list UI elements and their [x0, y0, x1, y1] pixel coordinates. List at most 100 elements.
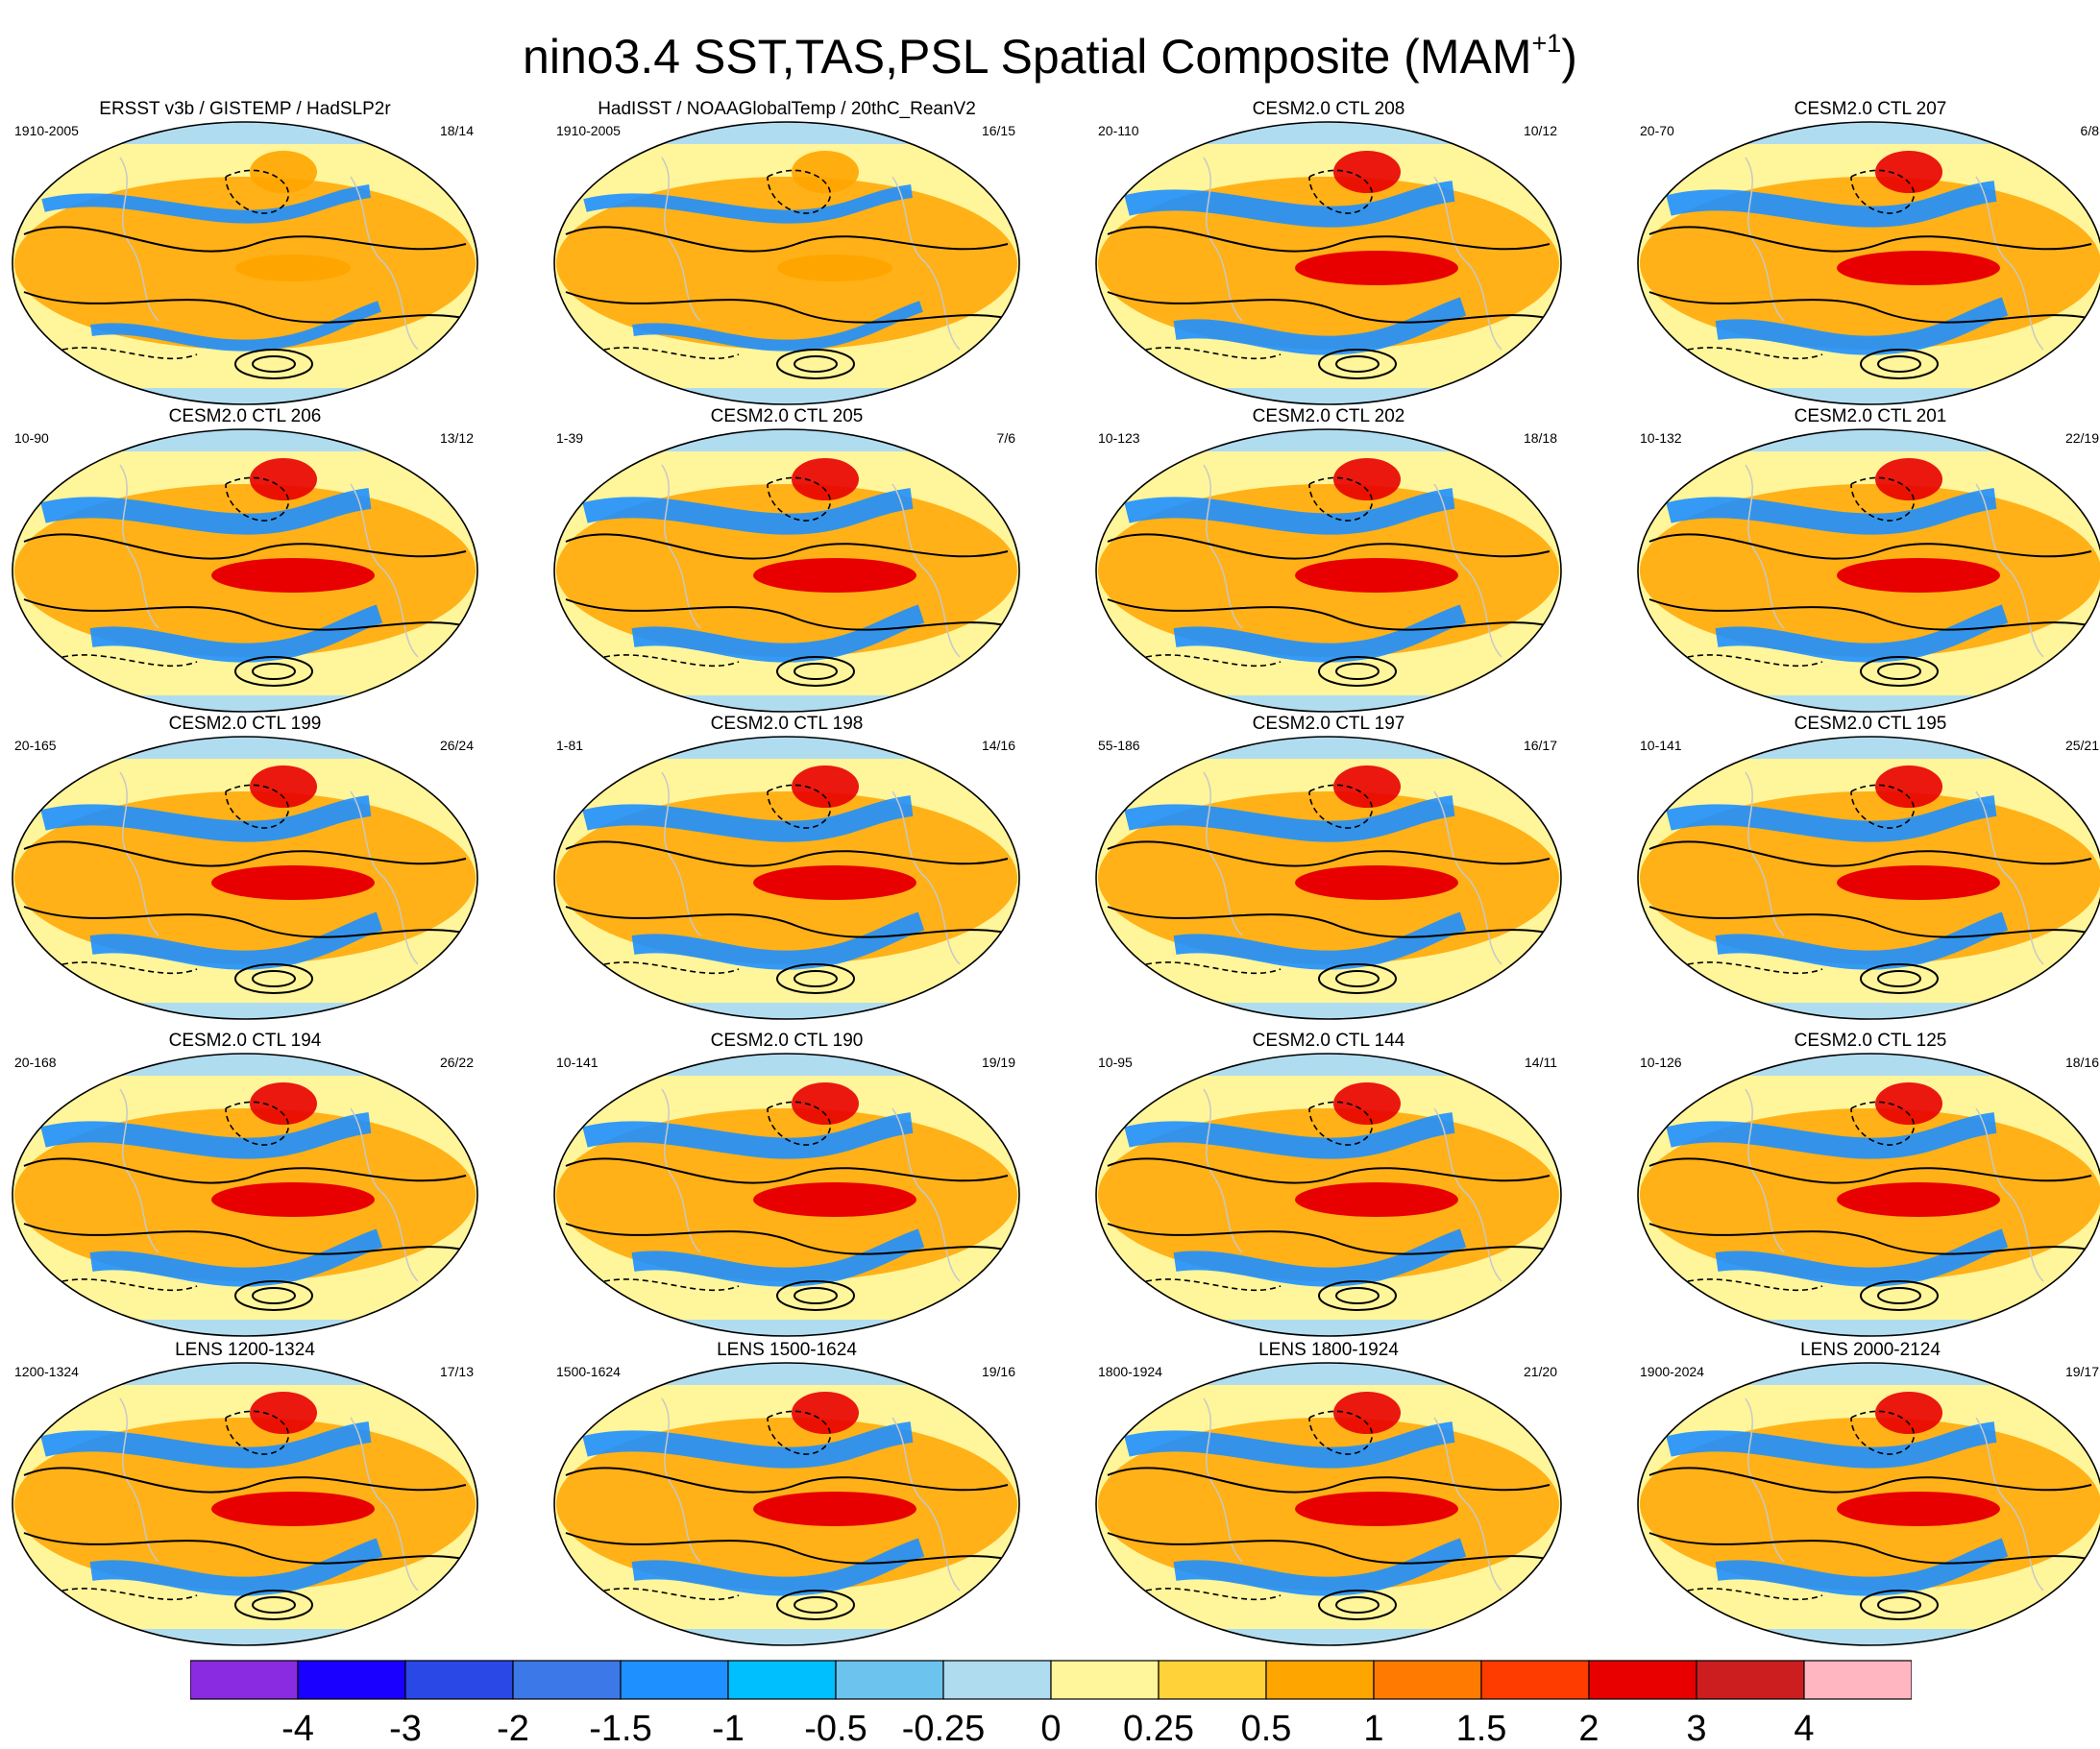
colorbar [190, 1660, 1912, 1700]
panel-title: ERSST v3b / GISTEMP / HadSLP2r [99, 99, 391, 119]
panel-title: LENS 1500-1624 [717, 1340, 857, 1360]
colorbar-tick-label: 0.25 [1123, 1709, 1194, 1749]
colorbar-tick-label: 1 [1363, 1709, 1384, 1749]
panel-year-range: 1910-2005 [14, 123, 79, 138]
panel-title: CESM2.0 CTL 199 [168, 714, 322, 734]
panel-event-count: 6/8 [2080, 123, 2099, 138]
panel-event-count: 16/17 [1523, 738, 1557, 753]
colorbar-box [1158, 1660, 1267, 1700]
globe-map [1095, 428, 1562, 713]
panel-event-count: 26/24 [439, 738, 474, 753]
colorbar-box [1480, 1660, 1590, 1700]
panel-year-range: 1800-1924 [1098, 1364, 1162, 1379]
globe-map [553, 121, 1020, 405]
colorbar-tick-label: 0 [1040, 1709, 1062, 1749]
panel-event-count: 18/14 [439, 123, 474, 138]
map-panel: LENS 1800-1924 1800-1924 21/20 [1088, 1341, 1569, 1646]
map-panel: CESM2.0 CTL 207 20-70 6/8 [1630, 100, 2100, 405]
panel-event-count: 19/17 [2064, 1364, 2099, 1379]
colorbar-box [190, 1660, 299, 1700]
globe-map [1095, 1362, 1562, 1646]
panel-title: CESM2.0 CTL 197 [1252, 714, 1405, 734]
colorbar-tick-label: -0.5 [804, 1709, 867, 1749]
panel-year-range: 20-110 [1098, 123, 1139, 138]
panel-title: CESM2.0 CTL 206 [168, 406, 322, 426]
map-panel: CESM2.0 CTL 205 1-39 7/6 [547, 407, 1027, 713]
panel-title: CESM2.0 CTL 194 [168, 1031, 322, 1051]
map-panel: CESM2.0 CTL 198 1-81 14/16 [547, 715, 1027, 1020]
colorbar-tick-label: -4 [281, 1709, 314, 1749]
panel-year-range: 10-132 [1640, 430, 1682, 446]
globe-map [12, 428, 478, 713]
colorbar-box [1803, 1660, 1912, 1700]
colorbar-box [835, 1660, 944, 1700]
panel-event-count: 14/11 [1525, 1055, 1557, 1070]
globe-map [12, 121, 478, 405]
panel-event-count: 18/16 [2064, 1055, 2099, 1070]
figure-title: nino3.4 SST,TAS,PSL Spatial Composite (M… [0, 13, 2100, 86]
colorbar-box [942, 1660, 1052, 1700]
map-panel: LENS 1200-1324 1200-1324 17/13 [5, 1341, 485, 1646]
map-panel: CESM2.0 CTL 144 10-95 14/11 [1088, 1032, 1569, 1337]
panel-event-count: 25/21 [2064, 738, 2099, 753]
colorbar-box [620, 1660, 729, 1700]
globe-map [553, 1053, 1020, 1337]
panel-event-count: 17/13 [439, 1364, 474, 1379]
map-panel: CESM2.0 CTL 195 10-141 25/21 [1630, 715, 2100, 1020]
colorbar-tick-label: -1.5 [589, 1709, 652, 1749]
globe-map [1637, 1053, 2100, 1337]
panel-title: CESM2.0 CTL 198 [710, 714, 864, 734]
figure-title-close: ) [1561, 30, 1577, 84]
map-panel: CESM2.0 CTL 201 10-132 22/19 [1630, 407, 2100, 713]
colorbar-tick-label: -3 [389, 1709, 422, 1749]
panel-event-count: 16/15 [981, 123, 1015, 138]
panel-title: CESM2.0 CTL 195 [1794, 714, 1947, 734]
map-panel: ERSST v3b / GISTEMP / HadSLP2r 1910-2005 1… [5, 100, 485, 405]
colorbar-box [1588, 1660, 1697, 1700]
panel-event-count: 7/6 [996, 430, 1015, 446]
colorbar-box [1265, 1660, 1375, 1700]
panel-title: HadISST / NOAAGlobalTemp / 20thC_ReanV2 [598, 99, 976, 119]
map-panel: CESM2.0 CTL 199 20-165 26/24 [5, 715, 485, 1020]
globe-map [553, 736, 1020, 1020]
map-panel: CESM2.0 CTL 208 20-110 10/12 [1088, 100, 1569, 405]
panel-title: LENS 1800-1924 [1258, 1340, 1399, 1360]
colorbar-box [1050, 1660, 1160, 1700]
panel-title: CESM2.0 CTL 201 [1794, 406, 1947, 426]
panel-year-range: 20-168 [14, 1055, 57, 1070]
panel-year-range: 10-95 [1098, 1055, 1133, 1070]
panel-title: CESM2.0 CTL 202 [1252, 406, 1405, 426]
map-panel: CESM2.0 CTL 202 10-123 18/18 [1088, 407, 1569, 713]
colorbar-tick-label: 2 [1578, 1709, 1599, 1749]
panel-title: CESM2.0 CTL 208 [1252, 99, 1405, 119]
panel-year-range: 10-126 [1640, 1055, 1682, 1070]
panel-year-range: 1200-1324 [14, 1364, 79, 1379]
panel-title: CESM2.0 CTL 144 [1252, 1031, 1405, 1051]
panel-year-range: 1-81 [556, 738, 584, 753]
colorbar-tick-label: 0.5 [1240, 1709, 1292, 1749]
globe-map [1637, 1362, 2100, 1646]
panel-event-count: 26/22 [439, 1055, 474, 1070]
colorbar-tick-label: -2 [497, 1709, 529, 1749]
map-panel: CESM2.0 CTL 206 10-90 13/12 [5, 407, 485, 713]
panel-year-range: 1900-2024 [1640, 1364, 1704, 1379]
panel-event-count: 14/16 [981, 738, 1015, 753]
colorbar-tick-label: -0.25 [901, 1709, 986, 1749]
globe-map [553, 428, 1020, 713]
panel-year-range: 10-123 [1098, 430, 1140, 446]
figure-title-superscript: +1 [1531, 29, 1562, 58]
panel-year-range: 1-39 [556, 430, 584, 446]
panel-title: LENS 1200-1324 [175, 1340, 315, 1360]
globe-map [1637, 121, 2100, 405]
panel-title: CESM2.0 CTL 207 [1794, 99, 1947, 119]
map-panel: CESM2.0 CTL 190 10-141 19/19 [547, 1032, 1027, 1337]
panel-title: CESM2.0 CTL 190 [710, 1031, 864, 1051]
panel-year-range: 1500-1624 [556, 1364, 621, 1379]
globe-map [12, 736, 478, 1020]
panel-year-range: 10-90 [14, 430, 49, 446]
colorbar-tick-label: -1 [712, 1709, 745, 1749]
globe-map [1637, 736, 2100, 1020]
colorbar-box [1696, 1660, 1805, 1700]
panel-event-count: 10/12 [1523, 123, 1557, 138]
panel-event-count: 19/19 [981, 1055, 1015, 1070]
